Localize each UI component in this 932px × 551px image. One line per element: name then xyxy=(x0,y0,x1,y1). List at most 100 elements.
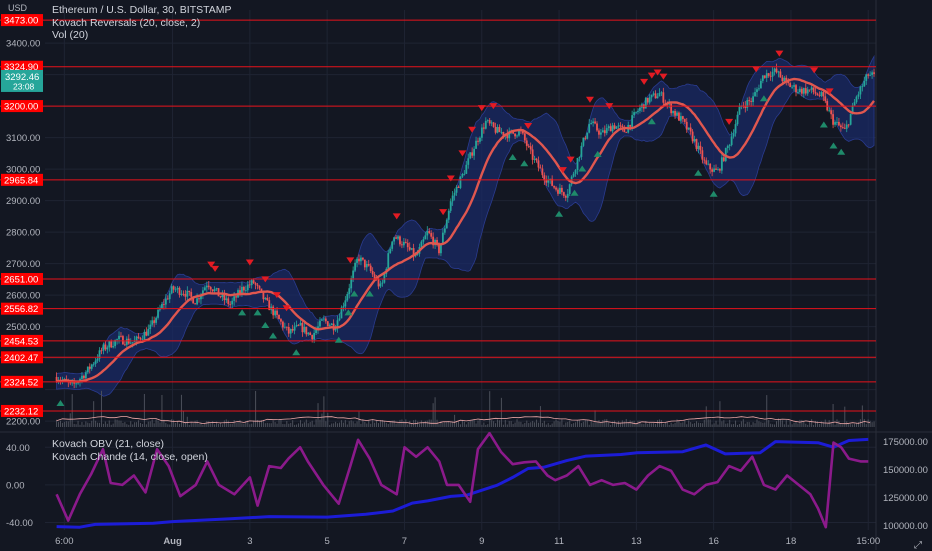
volume-bar xyxy=(481,424,483,427)
candle-body xyxy=(264,297,267,300)
candle-body xyxy=(139,337,142,340)
legend-title[interactable]: Ethereum / U.S. Dollar, 30, BITSTAMP xyxy=(52,4,232,16)
candle-body xyxy=(804,88,807,94)
legend-kovach-chande[interactable]: Kovach Chande (14, close, open) xyxy=(52,450,208,463)
candle-body xyxy=(285,326,288,328)
volume-bar xyxy=(184,422,186,427)
candle-body xyxy=(94,360,97,364)
candle xyxy=(443,225,446,235)
level-label-bg xyxy=(1,60,43,73)
volume-bar xyxy=(668,424,670,427)
reversal-down-marker xyxy=(647,72,656,79)
currency-label: USD xyxy=(8,3,28,13)
legend-kovach-reversals[interactable]: Kovach Reversals (20, close, 2) xyxy=(52,16,201,29)
volume-bar xyxy=(270,423,272,427)
candle-body xyxy=(603,130,606,134)
candle-body xyxy=(75,383,78,385)
candle xyxy=(387,249,390,271)
candle-body xyxy=(769,75,772,77)
volume-bar xyxy=(379,419,381,427)
candle xyxy=(430,230,433,239)
volume-bar xyxy=(268,423,270,427)
legend-volume[interactable]: Vol (20) xyxy=(52,29,89,41)
volume-bar xyxy=(506,424,508,427)
volume-bar xyxy=(364,422,366,427)
candle-body xyxy=(541,168,544,176)
candle xyxy=(151,316,154,327)
candle-body xyxy=(426,231,429,236)
axes: 2200.00 2500.00 2600.00 2700.00 2800.00 2900.… xyxy=(6,39,928,547)
candle-body xyxy=(381,282,384,284)
candle xyxy=(461,172,464,179)
candle-body xyxy=(531,149,534,160)
candle xyxy=(588,119,591,134)
candle xyxy=(600,129,602,139)
candle-body xyxy=(689,127,692,132)
volume-bar xyxy=(569,420,571,427)
candle xyxy=(176,286,179,294)
candle-body xyxy=(824,96,827,102)
candle xyxy=(475,136,477,149)
candle-body xyxy=(820,92,823,96)
legend-kovach-obv[interactable]: Kovach OBV (21, close) xyxy=(52,438,165,450)
reversal-down-marker xyxy=(261,276,270,283)
volume-bar xyxy=(735,420,737,427)
candle-body xyxy=(408,247,411,250)
candle-body xyxy=(482,127,485,129)
candle xyxy=(305,326,308,337)
volume-bar xyxy=(134,422,136,427)
candle xyxy=(586,132,589,140)
reversal-down-marker xyxy=(825,88,834,95)
volume-bar xyxy=(212,421,214,427)
candle-body xyxy=(639,107,641,111)
current-price-label: 3292.46 xyxy=(5,72,39,83)
volume-bar xyxy=(405,419,407,427)
volume-bar xyxy=(418,423,420,427)
candle xyxy=(869,71,872,77)
reversal-down-marker xyxy=(207,261,216,268)
candle-body xyxy=(207,285,210,288)
candle xyxy=(283,322,286,329)
candle-body xyxy=(250,280,253,286)
candle-body xyxy=(867,74,870,76)
volume-bar xyxy=(524,423,526,427)
candle-body xyxy=(609,126,612,132)
volume-bar xyxy=(807,424,809,427)
volume-bar xyxy=(526,420,528,427)
volume-bar xyxy=(846,421,848,427)
candle-body xyxy=(215,288,218,290)
candle xyxy=(562,191,565,198)
candle-body xyxy=(621,125,624,128)
x-tick-label: Aug xyxy=(163,536,182,547)
volume-bar xyxy=(873,421,875,427)
bollinger-band xyxy=(56,54,875,397)
candle-body xyxy=(352,270,355,279)
volume-bar xyxy=(686,424,688,427)
candle xyxy=(560,185,563,196)
volume-bar xyxy=(764,422,766,427)
volume-bar xyxy=(748,422,750,427)
volume-bar xyxy=(333,423,335,427)
candle xyxy=(656,93,659,99)
reversal-up-marker xyxy=(269,332,278,339)
candle xyxy=(324,316,327,324)
candle xyxy=(354,259,356,272)
chande-line xyxy=(55,431,869,529)
volume-bar xyxy=(502,424,504,427)
volume-bar xyxy=(559,421,561,427)
candle-body xyxy=(170,286,173,294)
candle xyxy=(309,331,312,336)
volume-bar xyxy=(159,422,161,427)
candle-body xyxy=(873,72,875,74)
candle xyxy=(123,341,126,347)
fullscreen-icon[interactable]: ⤢ xyxy=(914,540,922,551)
volume-bar xyxy=(175,423,177,427)
volume-bar xyxy=(713,423,715,427)
candle xyxy=(830,107,833,120)
volume-bar xyxy=(153,423,155,427)
candle xyxy=(178,286,181,298)
reversal-up-marker xyxy=(365,290,374,297)
volume-bar xyxy=(344,420,346,427)
volume-bar xyxy=(723,420,725,427)
